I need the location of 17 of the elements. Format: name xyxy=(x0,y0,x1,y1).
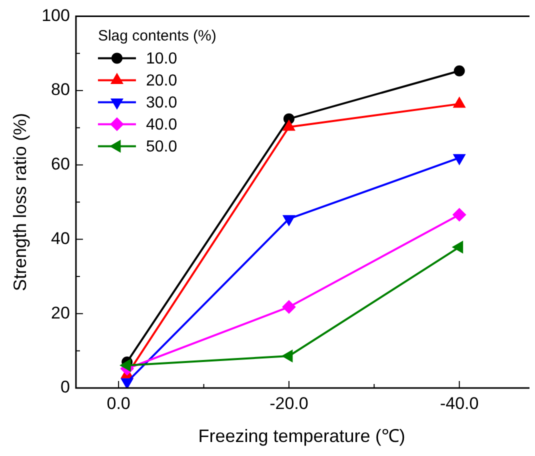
legend-label: 10.0 xyxy=(146,50,178,68)
x-tick-label: 0.0 xyxy=(106,394,130,413)
x-axis-title: Freezing temperature (℃) xyxy=(198,426,406,446)
x-tick-label: -20.0 xyxy=(270,394,308,413)
y-tick-label: 100 xyxy=(42,6,70,25)
y-tick-label: 40 xyxy=(51,228,70,248)
legend-label: 50.0 xyxy=(146,138,178,156)
legend-title: Slag contents (%) xyxy=(98,27,216,44)
legend-label: 20.0 xyxy=(146,72,178,90)
y-tick-label: 60 xyxy=(51,154,70,174)
y-tick-label: 20 xyxy=(51,303,70,322)
legend-label: 40.0 xyxy=(146,116,178,134)
y-tick-label: 0 xyxy=(60,378,70,397)
y-axis-title: Strength loss ratio (%) xyxy=(10,113,30,292)
y-tick-label: 80 xyxy=(51,80,70,100)
legend-label: 30.0 xyxy=(146,94,178,112)
x-tick-label: -40.0 xyxy=(440,394,479,413)
